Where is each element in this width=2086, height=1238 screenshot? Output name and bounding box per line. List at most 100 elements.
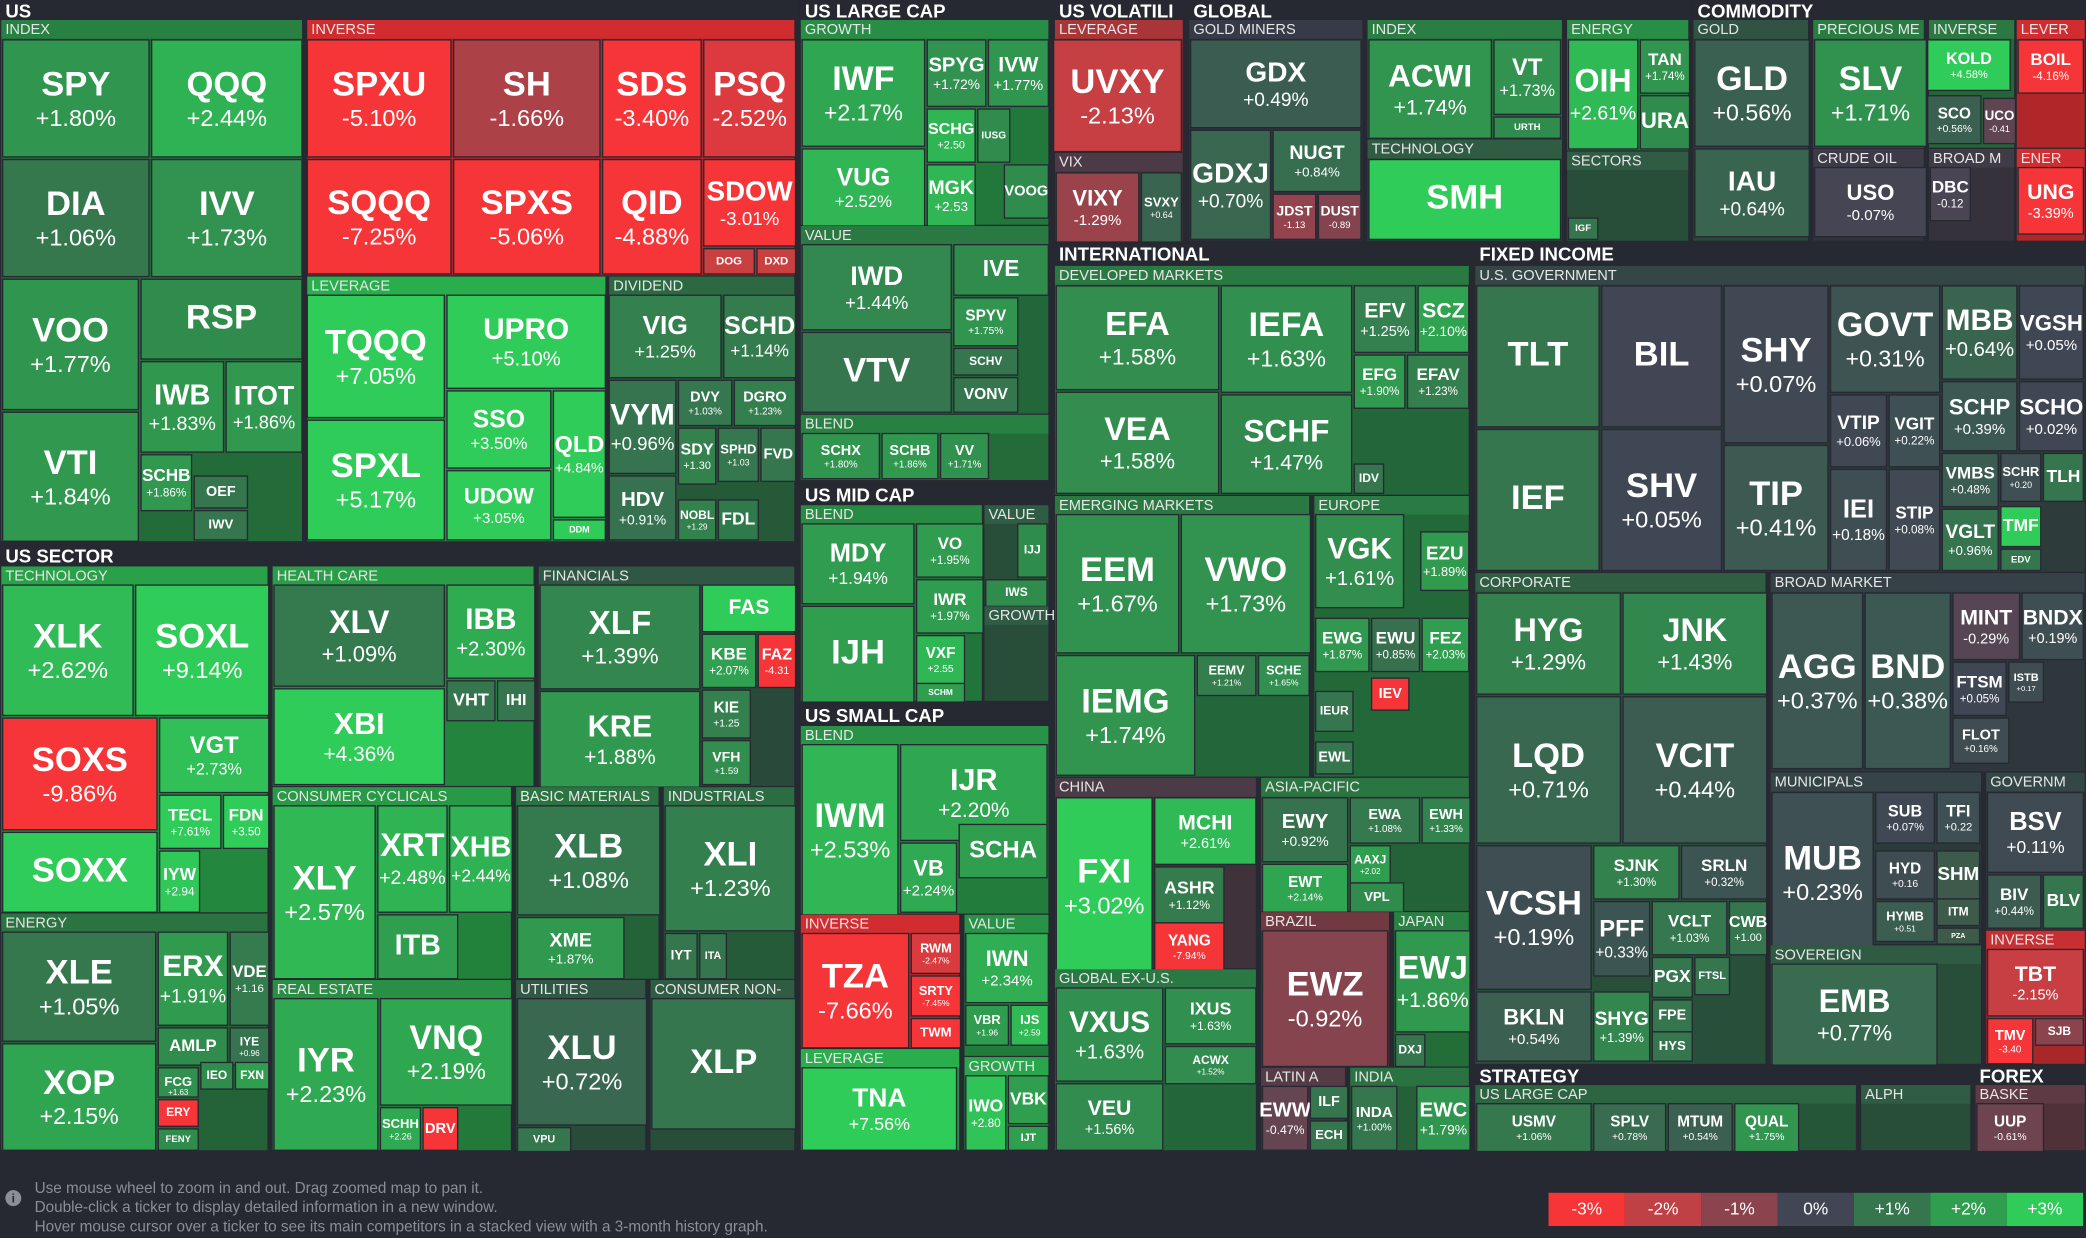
- ticker-tile[interactable]: [760, 427, 797, 483]
- ticker-tile[interactable]: [1813, 39, 1928, 147]
- ticker-tile[interactable]: [552, 390, 606, 518]
- ticker-tile[interactable]: [377, 805, 448, 913]
- ticker-tile[interactable]: [150, 39, 303, 158]
- ticker-tile[interactable]: [1003, 164, 1049, 219]
- ticker-tile[interactable]: [1941, 380, 2018, 452]
- ticker-tile[interactable]: [1694, 956, 1731, 996]
- ticker-tile[interactable]: [1639, 95, 1691, 150]
- ticker-tile[interactable]: [601, 39, 702, 158]
- ticker-tile[interactable]: [1420, 531, 1470, 592]
- ticker-tile[interactable]: [1353, 285, 1417, 354]
- ticker-tile[interactable]: [801, 932, 910, 1049]
- ticker-tile[interactable]: [448, 805, 513, 913]
- ticker-tile[interactable]: [1941, 285, 2018, 380]
- ticker-tile[interactable]: [1651, 999, 1693, 1033]
- ticker-tile[interactable]: [881, 432, 939, 480]
- ticker-tile[interactable]: [965, 1075, 1007, 1151]
- ticker-tile[interactable]: [193, 509, 249, 541]
- ticker-tile[interactable]: [977, 108, 1011, 163]
- ticker-tile[interactable]: [1476, 991, 1592, 1062]
- ticker-tile[interactable]: [1567, 39, 1639, 150]
- ticker-tile[interactable]: [1, 1043, 157, 1151]
- ticker-tile[interactable]: [608, 475, 677, 541]
- ticker-tile[interactable]: [306, 158, 452, 275]
- ticker-tile[interactable]: [1864, 592, 1951, 770]
- ticker-tile[interactable]: [229, 1027, 270, 1066]
- ticker-tile[interactable]: [915, 634, 966, 685]
- ticker-tile[interactable]: [150, 158, 303, 278]
- ticker-tile[interactable]: [1349, 797, 1421, 844]
- ticker-tile[interactable]: [1010, 1004, 1049, 1046]
- ticker-tile[interactable]: [158, 794, 222, 850]
- ticker-tile[interactable]: [1593, 1103, 1667, 1153]
- ticker-tile[interactable]: [446, 584, 536, 679]
- ticker-tile[interactable]: [1936, 898, 1981, 927]
- ticker-tile[interactable]: [1875, 850, 1936, 900]
- ticker-tile[interactable]: [273, 805, 376, 980]
- ticker-tile[interactable]: [1190, 129, 1272, 241]
- ticker-tile[interactable]: [1771, 791, 1874, 953]
- ticker-tile[interactable]: [1154, 922, 1225, 972]
- ticker-tile[interactable]: [1368, 39, 1492, 139]
- ticker-tile[interactable]: [1986, 874, 2042, 929]
- ticker-tile[interactable]: [899, 842, 958, 913]
- ticker-tile[interactable]: [801, 39, 926, 147]
- ticker-tile[interactable]: [306, 419, 446, 541]
- ticker-tile[interactable]: [1723, 444, 1829, 572]
- ticker-tile[interactable]: [273, 584, 446, 687]
- ticker-tile[interactable]: [1257, 654, 1310, 697]
- ticker-tile[interactable]: [1261, 797, 1349, 863]
- ticker-tile[interactable]: [801, 523, 915, 605]
- ticker-tile[interactable]: [1694, 148, 1810, 238]
- ticker-tile[interactable]: [1317, 193, 1362, 241]
- ticker-tile[interactable]: [926, 108, 976, 163]
- ticker-tile[interactable]: [1055, 391, 1220, 495]
- ticker-tile[interactable]: [446, 470, 552, 541]
- ticker-tile[interactable]: [1, 584, 134, 717]
- ticker-tile[interactable]: [1353, 463, 1385, 495]
- ticker-tile[interactable]: [651, 997, 797, 1130]
- ticker-tile[interactable]: [601, 158, 702, 275]
- ticker-tile[interactable]: [516, 916, 625, 980]
- ticker-tile[interactable]: [1017, 523, 1048, 578]
- ticker-tile[interactable]: [1986, 791, 2085, 873]
- ticker-tile[interactable]: [1622, 592, 1768, 695]
- ticker-tile[interactable]: [1622, 696, 1768, 844]
- ticker-tile[interactable]: [1052, 39, 1183, 153]
- ticker-tile[interactable]: [1, 158, 150, 278]
- ticker-tile[interactable]: [229, 931, 270, 1026]
- ticker-tile[interactable]: [801, 331, 952, 413]
- ticker-tile[interactable]: [1667, 1103, 1733, 1153]
- ticker-tile[interactable]: [703, 158, 797, 247]
- ticker-tile[interactable]: [677, 499, 717, 541]
- ticker-tile[interactable]: [677, 427, 717, 485]
- ticker-tile[interactable]: [1164, 1045, 1257, 1085]
- ticker-tile[interactable]: [2017, 166, 2085, 235]
- ticker-tile[interactable]: [1952, 717, 2010, 764]
- ticker-tile[interactable]: [1309, 1085, 1349, 1119]
- ticker-tile[interactable]: [1, 411, 140, 542]
- ticker-tile[interactable]: [1154, 866, 1225, 924]
- ticker-tile[interactable]: [703, 247, 755, 275]
- ticker-tile[interactable]: [1694, 39, 1810, 147]
- ticker-tile[interactable]: [987, 39, 1049, 108]
- ticker-tile[interactable]: [1272, 193, 1317, 241]
- ticker-tile[interactable]: [1639, 39, 1691, 94]
- ticker-tile[interactable]: [157, 931, 229, 1026]
- ticker-tile[interactable]: [452, 39, 601, 158]
- ticker-tile[interactable]: [1476, 1103, 1592, 1153]
- ticker-tile[interactable]: [1651, 900, 1728, 956]
- ticker-tile[interactable]: [379, 997, 513, 1106]
- ticker-tile[interactable]: [701, 584, 797, 633]
- ticker-tile[interactable]: [2042, 874, 2085, 929]
- ticker-tile[interactable]: [1982, 97, 2017, 145]
- ticker-tile[interactable]: [1723, 285, 1829, 444]
- ticker-tile[interactable]: [2000, 452, 2042, 502]
- ticker-tile[interactable]: [1986, 1017, 2034, 1065]
- ticker-tile[interactable]: [1055, 513, 1180, 654]
- ticker-tile[interactable]: [1349, 882, 1405, 913]
- ticker-tile[interactable]: [915, 523, 984, 578]
- ticker-tile[interactable]: [200, 1061, 234, 1090]
- ticker-tile[interactable]: [140, 278, 303, 360]
- ticker-tile[interactable]: [446, 390, 552, 469]
